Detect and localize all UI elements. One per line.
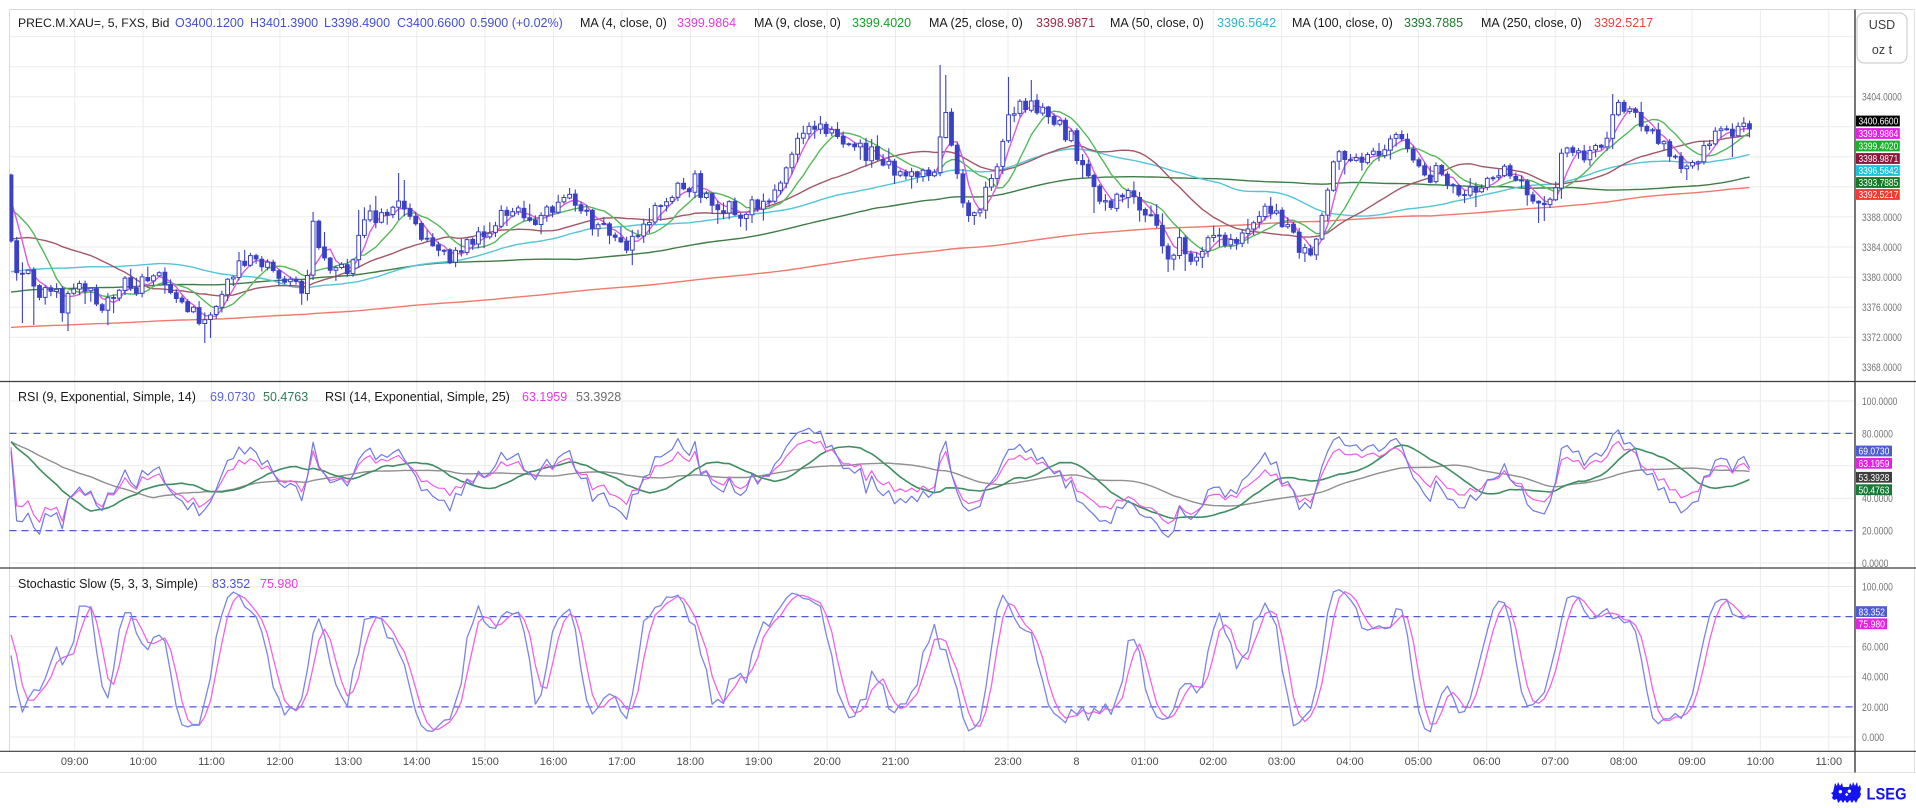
svg-text:MA (9, close, 0): MA (9, close, 0) xyxy=(754,16,841,30)
svg-text:21:00: 21:00 xyxy=(882,756,910,768)
svg-text:3399.4020: 3399.4020 xyxy=(852,16,911,30)
svg-text:15:00: 15:00 xyxy=(471,756,499,768)
svg-text:Stochastic Slow (5, 3, 3, Simp: Stochastic Slow (5, 3, 3, Simple) xyxy=(18,577,198,591)
svg-text:0.5900 (+0.02%): 0.5900 (+0.02%) xyxy=(470,16,563,30)
svg-text:RSI (9, Exponential, Simple, 1: RSI (9, Exponential, Simple, 14) xyxy=(18,390,196,404)
svg-text:60.000: 60.000 xyxy=(1862,642,1889,654)
svg-text:69.0730: 69.0730 xyxy=(210,390,255,404)
svg-text:50.4763: 50.4763 xyxy=(263,390,308,404)
svg-text:80.0000: 80.0000 xyxy=(1862,428,1893,440)
svg-text:0.0000: 0.0000 xyxy=(1862,558,1889,570)
svg-text:20:00: 20:00 xyxy=(813,756,841,768)
svg-text:3400.6600: 3400.6600 xyxy=(1859,116,1899,128)
svg-text:0.000: 0.000 xyxy=(1862,732,1884,744)
svg-text:63.1959: 63.1959 xyxy=(522,390,567,404)
svg-text:05:00: 05:00 xyxy=(1405,756,1433,768)
svg-text:08:00: 08:00 xyxy=(1610,756,1638,768)
svg-text:83.352: 83.352 xyxy=(212,577,250,591)
svg-text:69.0730: 69.0730 xyxy=(1859,446,1890,458)
svg-text:3368.0000: 3368.0000 xyxy=(1862,362,1902,374)
svg-text:100.000: 100.000 xyxy=(1862,581,1893,593)
svg-text:53.3928: 53.3928 xyxy=(1859,472,1890,484)
svg-text:16:00: 16:00 xyxy=(540,756,568,768)
svg-text:8: 8 xyxy=(1073,756,1079,768)
svg-text:3388.0000: 3388.0000 xyxy=(1862,212,1902,224)
svg-text:3392.5217: 3392.5217 xyxy=(1594,16,1653,30)
svg-text:RSI (14, Exponential, Simple,: RSI (14, Exponential, Simple, 25) xyxy=(325,390,510,404)
svg-text:11:00: 11:00 xyxy=(1815,756,1842,768)
svg-text:75.980: 75.980 xyxy=(260,577,298,591)
svg-text:09:00: 09:00 xyxy=(61,756,89,768)
svg-text:06:00: 06:00 xyxy=(1473,756,1501,768)
svg-text:3372.0000: 3372.0000 xyxy=(1862,332,1902,344)
svg-text:03:00: 03:00 xyxy=(1268,756,1296,768)
svg-text:3392.5217: 3392.5217 xyxy=(1859,189,1899,201)
svg-text:C3400.6600: C3400.6600 xyxy=(397,16,465,30)
svg-text:04:00: 04:00 xyxy=(1336,756,1364,768)
svg-text:50.4763: 50.4763 xyxy=(1859,484,1890,496)
svg-text:MA (50, close, 0): MA (50, close, 0) xyxy=(1110,16,1204,30)
svg-text:O3400.1200: O3400.1200 xyxy=(175,16,244,30)
svg-text:10:00: 10:00 xyxy=(129,756,157,768)
svg-text:02:00: 02:00 xyxy=(1199,756,1227,768)
svg-text:40.0000: 40.0000 xyxy=(1862,493,1893,505)
svg-text:07:00: 07:00 xyxy=(1541,756,1569,768)
svg-text:100.0000: 100.0000 xyxy=(1862,396,1897,408)
svg-text:MA (250, close, 0): MA (250, close, 0) xyxy=(1481,16,1582,30)
svg-text:01:00: 01:00 xyxy=(1131,756,1159,768)
svg-text:20.000: 20.000 xyxy=(1862,702,1889,714)
svg-text:18:00: 18:00 xyxy=(677,756,705,768)
svg-text:L3398.4900: L3398.4900 xyxy=(324,16,390,30)
svg-text:13:00: 13:00 xyxy=(335,756,363,768)
svg-text:3384.0000: 3384.0000 xyxy=(1862,242,1902,254)
svg-text:PREC.M.XAU=, 5, FXS, Bid: PREC.M.XAU=, 5, FXS, Bid xyxy=(18,16,169,30)
svg-text:3393.7885: 3393.7885 xyxy=(1404,16,1463,30)
svg-text:3380.0000: 3380.0000 xyxy=(1862,272,1902,284)
svg-text:3393.7885: 3393.7885 xyxy=(1859,177,1899,189)
svg-text:H3401.3900: H3401.3900 xyxy=(250,16,318,30)
svg-text:oz t: oz t xyxy=(1872,43,1893,57)
svg-text:63.1959: 63.1959 xyxy=(1859,458,1890,470)
svg-text:3404.0000: 3404.0000 xyxy=(1862,92,1902,104)
svg-text:10:00: 10:00 xyxy=(1747,756,1775,768)
svg-text:USD: USD xyxy=(1869,18,1895,32)
svg-text:3399.9864: 3399.9864 xyxy=(1859,128,1899,140)
svg-text:83.352: 83.352 xyxy=(1859,606,1886,618)
svg-text:12:00: 12:00 xyxy=(266,756,294,768)
svg-text:3396.5642: 3396.5642 xyxy=(1217,16,1276,30)
svg-text:LSEG: LSEG xyxy=(1867,785,1907,804)
svg-text:14:00: 14:00 xyxy=(403,756,431,768)
svg-text:3376.0000: 3376.0000 xyxy=(1862,302,1902,314)
svg-text:09:00: 09:00 xyxy=(1678,756,1706,768)
svg-text:3399.4020: 3399.4020 xyxy=(1859,141,1899,153)
svg-text:MA (25, close, 0): MA (25, close, 0) xyxy=(929,16,1023,30)
svg-text:75.980: 75.980 xyxy=(1859,619,1886,631)
svg-text:MA (4, close, 0): MA (4, close, 0) xyxy=(580,16,667,30)
svg-text:40.000: 40.000 xyxy=(1862,672,1889,684)
svg-text:19:00: 19:00 xyxy=(745,756,773,768)
svg-text:20.0000: 20.0000 xyxy=(1862,526,1893,538)
svg-text:3398.9871: 3398.9871 xyxy=(1859,153,1899,165)
svg-text:MA (100, close, 0): MA (100, close, 0) xyxy=(1292,16,1393,30)
svg-text:53.3928: 53.3928 xyxy=(576,390,621,404)
svg-text:3399.9864: 3399.9864 xyxy=(677,16,736,30)
svg-text:23:00: 23:00 xyxy=(994,756,1022,768)
svg-text:17:00: 17:00 xyxy=(608,756,636,768)
svg-text:3396.5642: 3396.5642 xyxy=(1859,165,1899,177)
svg-text:11:00: 11:00 xyxy=(198,756,225,768)
svg-text:3398.9871: 3398.9871 xyxy=(1036,16,1095,30)
